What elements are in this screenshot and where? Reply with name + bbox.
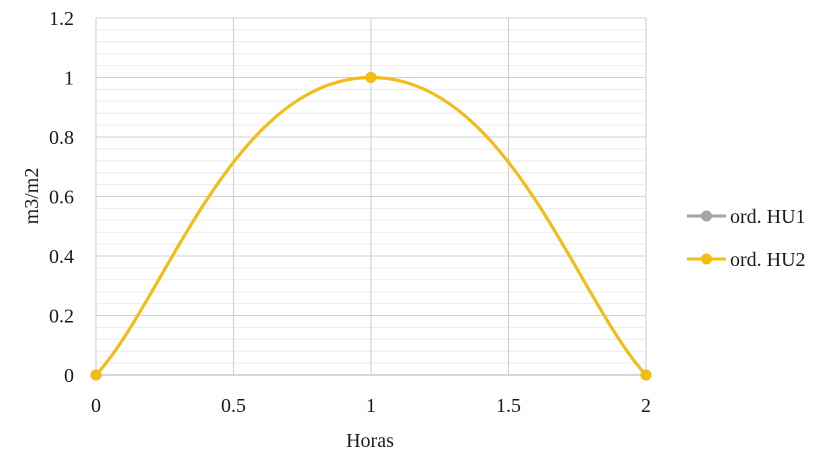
y-tick-label: 1.2 (49, 8, 74, 30)
data-point-2 (640, 369, 652, 381)
y-tick-label: 1 (64, 68, 74, 90)
x-tick-label: 2 (641, 395, 651, 417)
y-tick-label: 0.8 (49, 127, 74, 149)
data-point-2 (365, 72, 377, 83)
legend-label-2: ord. HU2 (730, 249, 806, 271)
x-tick-label: 1.5 (496, 395, 521, 417)
y-tick-label: 0.2 (49, 306, 74, 328)
grid (95, 17, 647, 376)
legend-marker-1 (701, 210, 712, 222)
x-tick-label: 1 (366, 395, 376, 417)
x-tick-label: 0.5 (221, 395, 246, 417)
legend-marker-2 (701, 253, 712, 265)
y-tick-label: 0.6 (49, 187, 74, 209)
data-point-2 (90, 369, 102, 381)
x-axis-title: Horas (346, 430, 394, 452)
y-tick-label: 0.4 (49, 246, 74, 268)
legend: ord. HU1 ord. HU2 (687, 206, 806, 271)
series-layer (90, 72, 652, 381)
y-axis-title: m3/m2 (21, 168, 43, 225)
legend-label-1: ord. HU1 (730, 206, 806, 228)
y-tick-label: 0 (64, 365, 74, 387)
x-tick-label: 0 (91, 395, 101, 417)
tick-labels: 0 0.5 1 1.5 2 0 0.2 0.4 0.6 0.8 1 1.2 (49, 8, 651, 417)
